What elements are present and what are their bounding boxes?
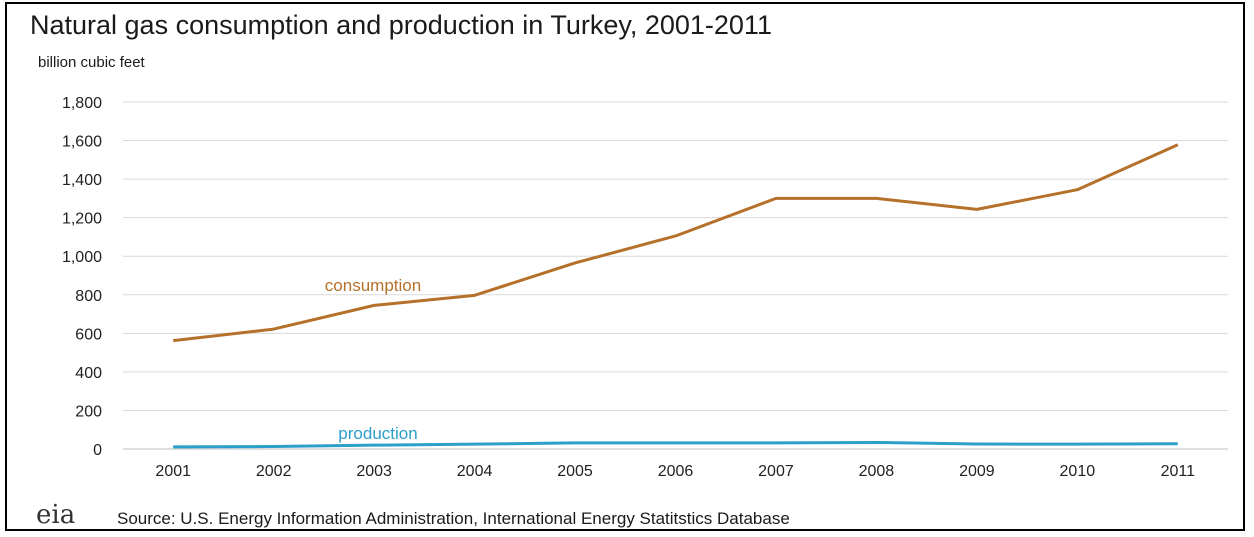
x-tick-label: 2002 bbox=[256, 463, 292, 480]
y-tick-label: 1,000 bbox=[62, 249, 102, 266]
x-tick-label: 2011 bbox=[1161, 463, 1196, 480]
y-tick-label: 1,600 bbox=[62, 134, 102, 151]
chart-title: Natural gas consumption and production i… bbox=[30, 10, 772, 40]
x-tick-label: 2006 bbox=[658, 463, 694, 480]
y-tick-label: 1,800 bbox=[62, 95, 102, 112]
x-tick-label: 2007 bbox=[758, 463, 794, 480]
y-tick-label: 0 bbox=[93, 442, 102, 459]
x-tick-label: 2005 bbox=[557, 463, 593, 480]
x-tick-label: 2003 bbox=[356, 463, 392, 480]
series-lines bbox=[173, 143, 1179, 449]
series-labels: consumption production bbox=[325, 276, 421, 443]
source-text: Source: U.S. Energy Information Administ… bbox=[117, 509, 790, 528]
y-tick-label: 1,200 bbox=[62, 211, 102, 228]
x-axis-ticks: 2001 2002 2003 2004 2005 2006 2007 2008 2009 2010… bbox=[155, 463, 1195, 480]
gridlines bbox=[123, 101, 1228, 450]
eia-logo: eia bbox=[36, 500, 76, 530]
line-chart: 0 200 400 600 800 1,000 1,200 1,400 1,600 1,800 2… bbox=[62, 95, 1228, 480]
y-tick-label: 1,400 bbox=[62, 172, 102, 189]
y-tick-label: 600 bbox=[75, 326, 102, 343]
unit-label: billion cubic feet bbox=[38, 54, 145, 71]
x-tick-label: 2004 bbox=[457, 463, 493, 480]
series-line-consumption bbox=[173, 143, 1179, 343]
y-tick-label: 200 bbox=[75, 403, 102, 420]
y-tick-label: 400 bbox=[75, 365, 102, 382]
x-tick-label: 2001 bbox=[155, 463, 191, 480]
x-tick-label: 2010 bbox=[1060, 463, 1096, 480]
series-label-production: production bbox=[338, 424, 417, 443]
x-tick-label: 2009 bbox=[959, 463, 995, 480]
series-label-consumption: consumption bbox=[325, 276, 421, 295]
x-tick-label: 2008 bbox=[859, 463, 895, 480]
series-line-production bbox=[173, 440, 1178, 449]
y-axis-ticks: 0 200 400 600 800 1,000 1,200 1,400 1,600 1,800 bbox=[62, 95, 102, 459]
y-tick-label: 800 bbox=[75, 288, 102, 305]
